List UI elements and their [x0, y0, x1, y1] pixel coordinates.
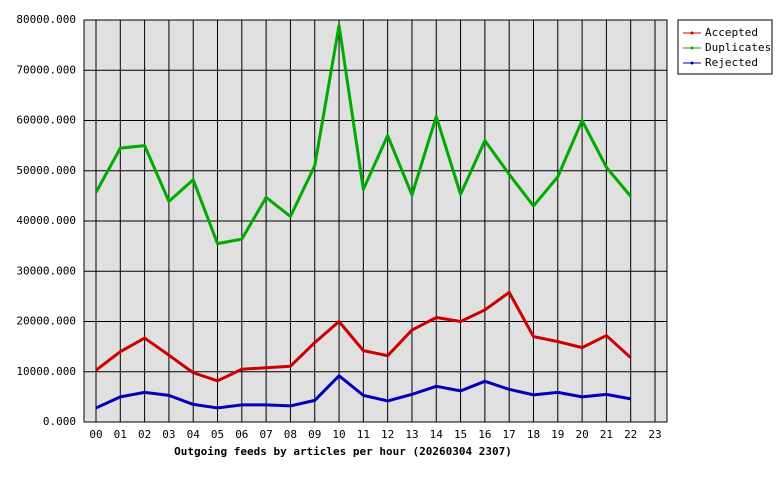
x-tick-label: 19 — [551, 428, 564, 441]
x-tick-label: 21 — [600, 428, 613, 441]
series-line — [94, 24, 632, 246]
x-tick-label: 14 — [430, 428, 444, 441]
y-tick-label: 40000.000 — [16, 214, 76, 227]
x-tick-label: 11 — [357, 428, 370, 441]
x-tick-label: 05 — [211, 428, 224, 441]
y-tick-label: 0.000 — [43, 415, 76, 428]
x-axis-label: Outgoing feeds by articles per hour (202… — [174, 445, 512, 458]
y-tick-label: 60000.000 — [16, 114, 76, 127]
x-tick-label: 15 — [454, 428, 467, 441]
legend-marker — [690, 46, 694, 50]
legend-label: Rejected — [705, 56, 758, 69]
legend-label: Accepted — [705, 26, 758, 39]
y-tick-label: 70000.000 — [16, 63, 76, 76]
y-tick-label: 10000.000 — [16, 365, 76, 378]
series-line — [95, 290, 632, 383]
x-tick-label: 13 — [405, 428, 418, 441]
legend-label: Duplicates — [705, 41, 771, 54]
x-tick-label: 17 — [503, 428, 516, 441]
x-tick-label: 10 — [332, 428, 345, 441]
x-tick-label: 02 — [138, 428, 151, 441]
x-tick-label: 00 — [89, 428, 102, 441]
y-tick-label: 20000.000 — [16, 315, 76, 328]
legend — [677, 19, 773, 75]
series-line — [95, 374, 631, 410]
x-tick-label: 03 — [162, 428, 175, 441]
x-tick-label: 22 — [624, 428, 637, 441]
x-tick-label: 06 — [235, 428, 248, 441]
x-tick-label: 07 — [260, 428, 273, 441]
y-tick-label: 50000.000 — [16, 164, 76, 177]
y-tick-label: 80000.000 — [16, 13, 76, 26]
x-tick-label: 09 — [308, 428, 321, 441]
x-tick-label: 12 — [381, 428, 394, 441]
x-tick-label: 18 — [527, 428, 540, 441]
legend-marker — [690, 61, 694, 65]
legend-marker — [690, 31, 694, 35]
x-tick-label: 04 — [187, 428, 201, 441]
x-tick-label: 08 — [284, 428, 297, 441]
x-tick-label: 01 — [114, 428, 127, 441]
y-tick-label: 30000.000 — [16, 264, 76, 277]
x-tick-label: 16 — [478, 428, 491, 441]
x-tick-label: 20 — [575, 428, 588, 441]
x-tick-label: 23 — [648, 428, 661, 441]
